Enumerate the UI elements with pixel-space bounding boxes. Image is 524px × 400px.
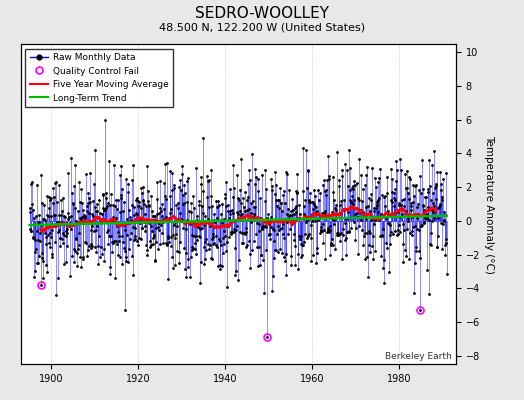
Text: 48.500 N, 122.200 W (United States): 48.500 N, 122.200 W (United States) [159, 22, 365, 32]
Y-axis label: Temperature Anomaly (°C): Temperature Anomaly (°C) [484, 134, 494, 274]
Text: SEDRO-WOOLLEY: SEDRO-WOOLLEY [195, 6, 329, 21]
Legend: Raw Monthly Data, Quality Control Fail, Five Year Moving Average, Long-Term Tren: Raw Monthly Data, Quality Control Fail, … [26, 48, 173, 107]
Text: Berkeley Earth: Berkeley Earth [385, 352, 452, 361]
